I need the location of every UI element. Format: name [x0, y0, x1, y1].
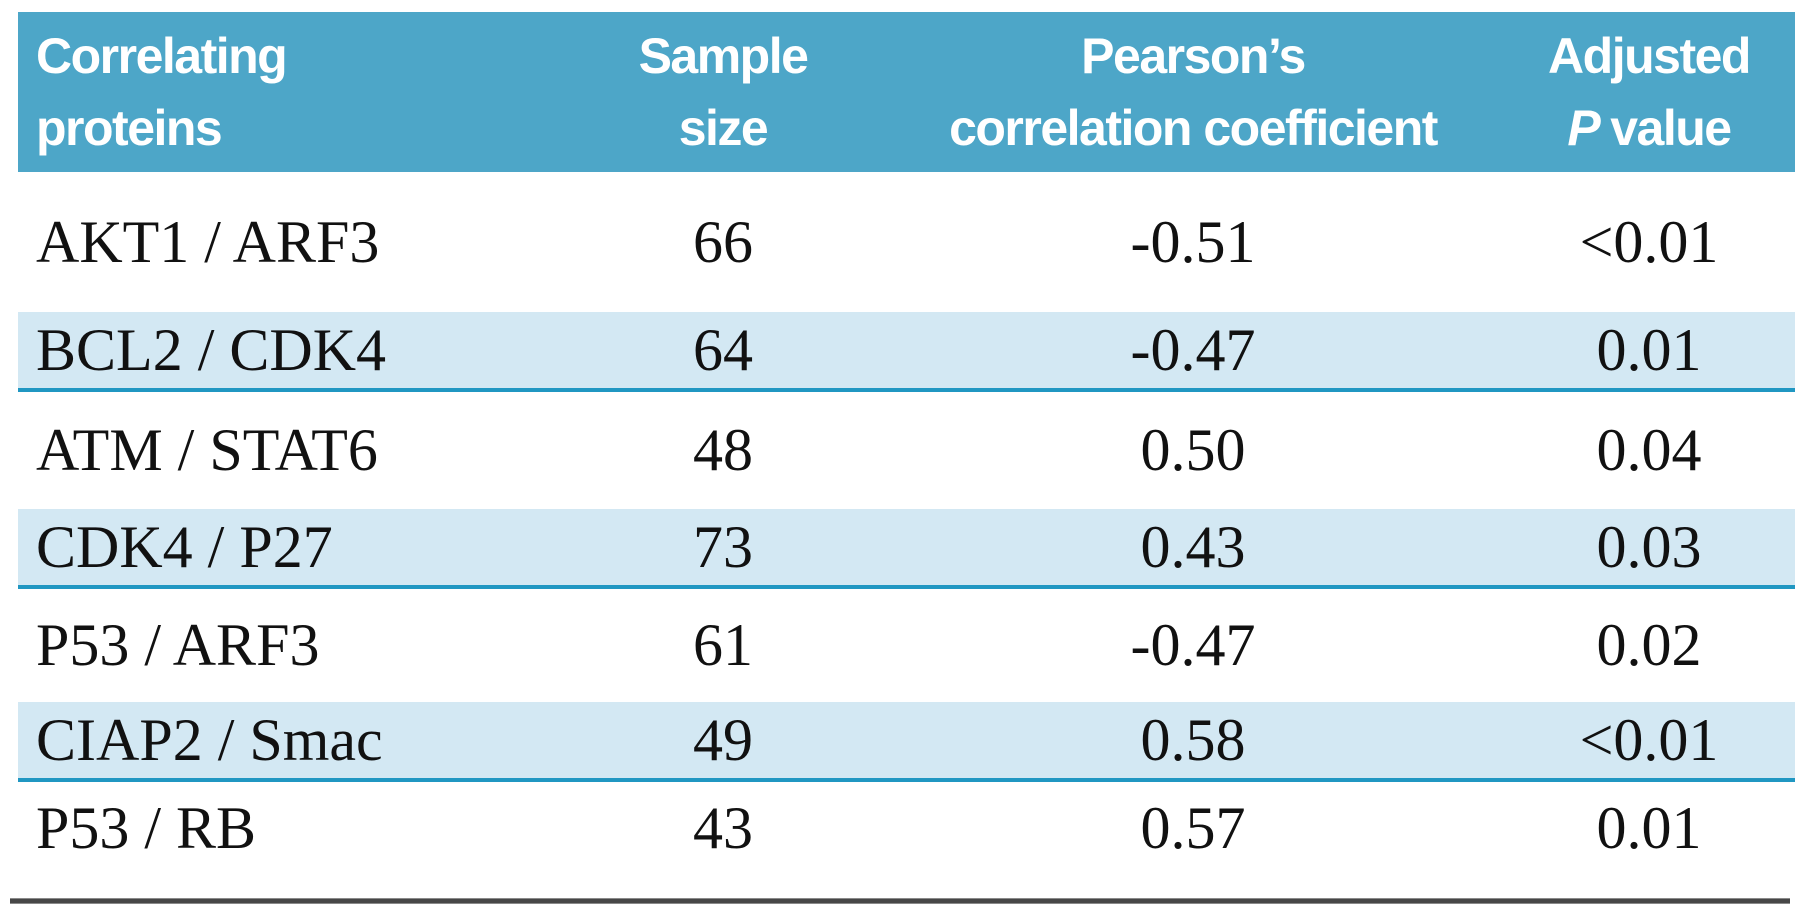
p-value-italic-p: P: [1567, 100, 1600, 156]
p-value-word: value: [1610, 100, 1732, 156]
table-row: P53 / ARF3 61 -0.47 0.02: [18, 589, 1795, 702]
cell-pearson: 0.50: [1140, 417, 1246, 483]
cell-sample-size: 49: [693, 706, 753, 773]
table-row: BCL2 / CDK4 64 -0.47 0.01: [18, 312, 1795, 392]
cell-sample-size: 61: [693, 612, 753, 678]
table-bottom-rule: [10, 898, 1790, 904]
header-cell-correlating-proteins: Correlating proteins: [18, 12, 563, 172]
cell-proteins: P53 / RB: [36, 794, 257, 861]
cell-proteins: ATM / STAT6: [36, 417, 378, 483]
cell-sample-size: 48: [693, 417, 753, 483]
cell-sample-size: 64: [693, 316, 753, 383]
cell-proteins: AKT1 / ARF3: [36, 208, 380, 275]
cell-p-value: 0.01: [1596, 794, 1702, 861]
cell-sample-size: 43: [693, 794, 753, 861]
cell-p-value: <0.01: [1579, 208, 1719, 275]
cell-sample-size: 73: [693, 513, 753, 580]
table-header-row: Correlating proteins Sample size Pearson…: [18, 12, 1795, 172]
cell-proteins: BCL2 / CDK4: [36, 316, 387, 383]
cell-p-value: 0.03: [1596, 513, 1702, 580]
cell-p-value: 0.01: [1596, 316, 1702, 383]
cell-sample-size: 66: [693, 208, 753, 275]
table-row: AKT1 / ARF3 66 -0.51 <0.01: [18, 172, 1795, 312]
header-line: Pearson’s: [1081, 28, 1306, 84]
table-row: CDK4 / P27 73 0.43 0.03: [18, 509, 1795, 589]
header-line: correlation coefficient: [949, 100, 1438, 156]
cell-pearson: 0.58: [1140, 706, 1246, 773]
cell-pearson: -0.51: [1130, 208, 1256, 275]
header-line: Correlating: [36, 28, 288, 84]
header-line: Adjusted: [1548, 28, 1751, 84]
cell-pearson: 0.57: [1140, 794, 1246, 861]
cell-pearson: -0.47: [1130, 316, 1256, 383]
cell-pearson: 0.43: [1140, 513, 1246, 580]
cell-proteins: CDK4 / P27: [36, 513, 333, 580]
cell-proteins: CIAP2 / Smac: [36, 706, 383, 773]
correlation-table: Correlating proteins Sample size Pearson…: [18, 12, 1795, 874]
table-row: P53 / RB 43 0.57 0.01: [18, 782, 1795, 874]
header-cell-pearson-coefficient: Pearson’s correlation coefficient: [883, 12, 1503, 172]
header-line: size: [678, 100, 769, 156]
table-row: ATM / STAT6 48 0.50 0.04: [18, 392, 1795, 509]
table-row: CIAP2 / Smac 49 0.58 <0.01: [18, 702, 1795, 782]
cell-pearson: -0.47: [1130, 612, 1256, 678]
cell-p-value: 0.02: [1596, 612, 1702, 678]
cell-p-value: <0.01: [1579, 706, 1719, 773]
header-line: Sample: [638, 28, 809, 84]
cell-p-value: 0.04: [1596, 417, 1702, 483]
cell-proteins: P53 / ARF3: [36, 612, 320, 678]
header-line: proteins: [36, 100, 223, 156]
header-cell-sample-size: Sample size: [563, 12, 883, 172]
